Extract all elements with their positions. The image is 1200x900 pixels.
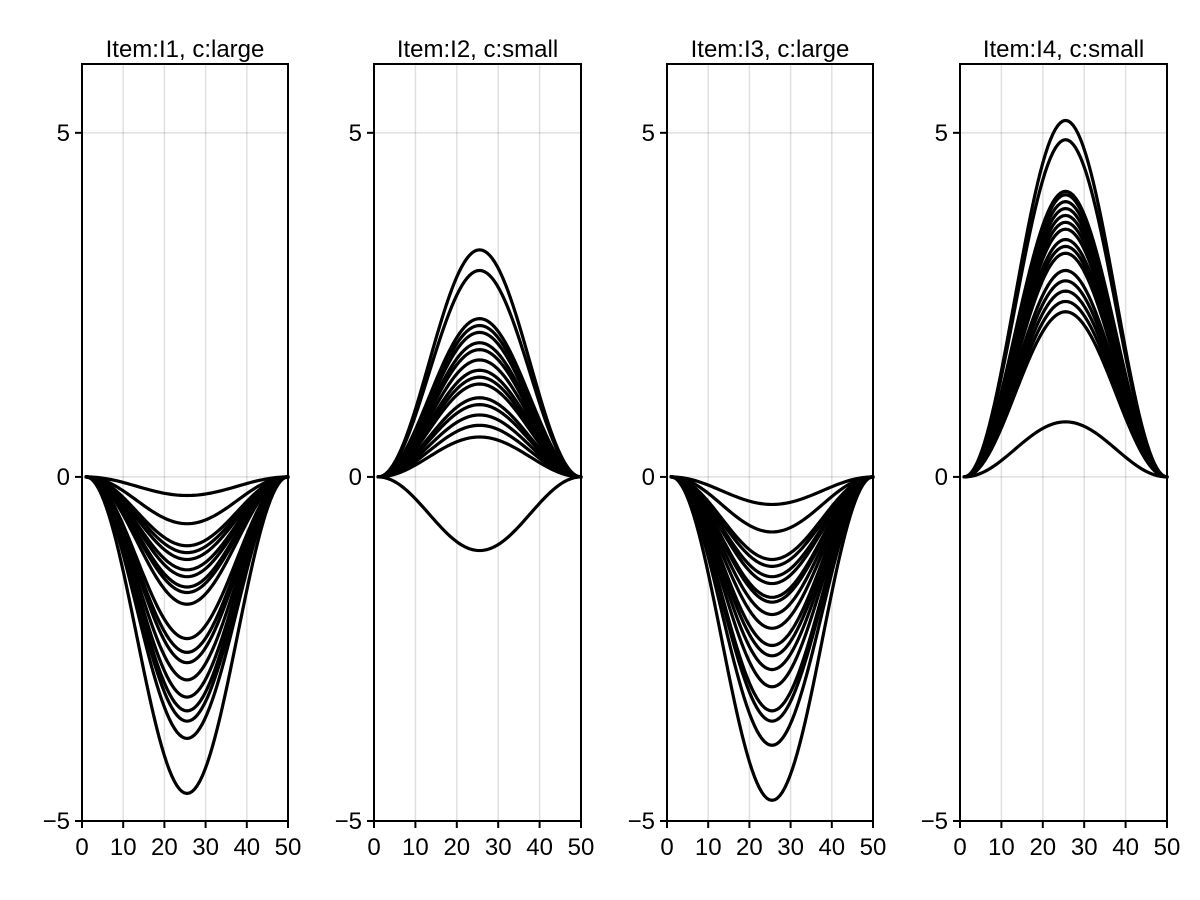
x-tick-label: 0	[367, 834, 380, 861]
x-tick-label: 30	[1071, 834, 1098, 861]
series-line	[376, 435, 583, 479]
x-tick-label: 0	[660, 834, 673, 861]
series-line	[962, 299, 1169, 479]
plot-frame	[959, 63, 1168, 822]
panel-2: Item:I2, c:small 0 10 20 30 40 50−505	[335, 36, 595, 861]
x-tick-label: 10	[695, 834, 722, 861]
series-line	[376, 403, 583, 479]
series-line	[669, 475, 875, 507]
x-tick-label: 50	[860, 834, 887, 861]
series-group	[962, 118, 1169, 479]
series-line	[84, 475, 290, 796]
x-tick-label: 40	[818, 834, 845, 861]
panel-4: Item:I4, c:small 0 10 20 30 40 50−505	[921, 36, 1181, 861]
y-tick-label: −5	[921, 808, 948, 835]
series-line	[376, 268, 583, 479]
series-line	[84, 475, 290, 741]
y-tick-label: 5	[349, 120, 362, 147]
x-tick-label: 30	[777, 834, 804, 861]
series-group	[84, 475, 290, 796]
series-line	[669, 475, 875, 747]
grid	[82, 64, 288, 821]
series-line	[376, 413, 583, 479]
x-axis: 0 10 20 30 40 50	[367, 821, 594, 861]
panel-1: Item:I1, c:large 0 10 20 30 40 50−505	[43, 36, 302, 861]
series-line	[962, 289, 1169, 479]
plot-frame	[81, 63, 289, 822]
series-line	[669, 475, 875, 689]
plot-frame	[373, 63, 582, 822]
x-tick-label: 0	[75, 834, 88, 861]
x-tick-label: 10	[402, 834, 429, 861]
panel-3: Item:I3, c:large 0 10 20 30 40 50−505	[628, 36, 887, 861]
panel-title: Item:I4, c:small	[983, 36, 1144, 63]
series-line	[669, 475, 875, 586]
x-tick-label: 20	[736, 834, 763, 861]
x-tick-label: 30	[192, 834, 219, 861]
x-tick-label: 20	[443, 834, 470, 861]
series-line	[84, 475, 290, 526]
series-line	[84, 475, 290, 498]
series-line	[376, 475, 583, 553]
x-tick-label: 40	[526, 834, 553, 861]
series-line	[376, 248, 583, 479]
x-tick-label: 10	[110, 834, 137, 861]
x-tick-label: 0	[953, 834, 966, 861]
x-tick-label: 50	[275, 834, 302, 861]
series-line	[84, 475, 290, 562]
x-axis: 0 10 20 30 40 50	[75, 821, 301, 861]
series-line	[84, 475, 290, 606]
grid	[667, 64, 873, 821]
y-axis: −5 0 5	[628, 120, 667, 835]
x-tick-label: 50	[1154, 834, 1181, 861]
x-tick-label: 40	[233, 834, 260, 861]
series-line	[962, 310, 1169, 479]
series-group	[376, 248, 583, 553]
y-tick-label: 5	[642, 120, 655, 147]
y-tick-label: 0	[349, 464, 362, 491]
x-tick-label: 20	[1029, 834, 1056, 861]
series-line	[376, 423, 583, 479]
panel-title: Item:I2, c:small	[397, 36, 558, 63]
y-tick-label: 0	[935, 464, 948, 491]
panel-title: Item:I1, c:large	[106, 36, 265, 63]
y-tick-label: −5	[335, 808, 362, 835]
panel-title: Item:I3, c:large	[691, 36, 850, 63]
series-group	[669, 475, 875, 802]
grid	[960, 64, 1167, 821]
y-tick-label: 5	[57, 120, 70, 147]
x-tick-label: 30	[485, 834, 512, 861]
y-tick-label: −5	[43, 808, 70, 835]
x-axis: 0 10 20 30 40 50	[953, 821, 1180, 861]
x-axis: 0 10 20 30 40 50	[660, 821, 886, 861]
series-line	[669, 475, 875, 802]
x-tick-label: 20	[151, 834, 178, 861]
y-tick-label: 0	[57, 464, 70, 491]
y-axis: −5 0 5	[335, 120, 374, 835]
y-axis: −5 0 5	[921, 120, 960, 835]
x-tick-label: 40	[1112, 834, 1139, 861]
x-tick-label: 50	[568, 834, 595, 861]
series-line	[669, 475, 875, 723]
series-line	[669, 475, 875, 534]
plot-frame	[666, 63, 874, 822]
x-tick-label: 10	[988, 834, 1015, 861]
y-axis: −5 0 5	[43, 120, 82, 835]
series-line	[962, 420, 1169, 479]
y-tick-label: 0	[642, 464, 655, 491]
y-tick-label: 5	[935, 120, 948, 147]
series-line	[669, 475, 875, 630]
y-tick-label: −5	[628, 808, 655, 835]
series-line	[376, 382, 583, 479]
series-line	[962, 138, 1169, 479]
